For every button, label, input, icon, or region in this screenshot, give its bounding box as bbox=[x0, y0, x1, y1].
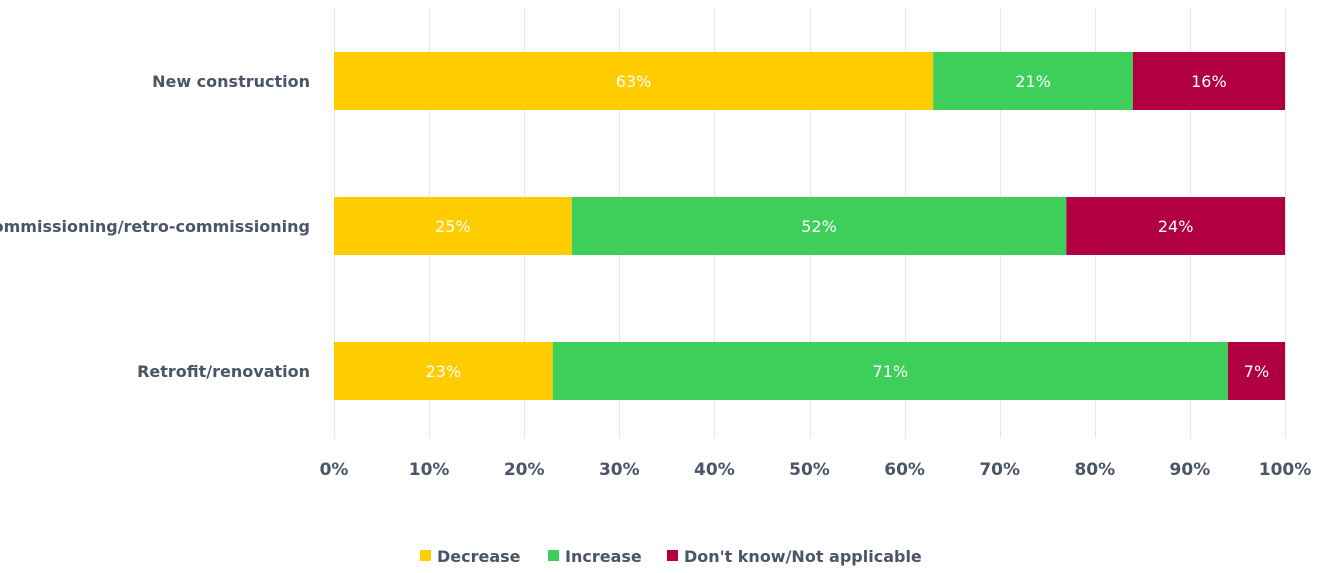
legend-label: Increase bbox=[565, 547, 642, 566]
data-label: 23% bbox=[426, 362, 462, 381]
x-axis-ticks: 0% 10% 20% 30% 40% 50% 60% 70% 80% 90% 100% bbox=[320, 460, 1312, 480]
data-label: 21% bbox=[1015, 72, 1051, 91]
data-label: 71% bbox=[873, 362, 909, 381]
x-tick-label: 20% bbox=[504, 460, 545, 480]
bar-don-t-know-not-applicable bbox=[1132, 52, 1285, 110]
bar-don-t-know-not-applicable bbox=[1227, 342, 1285, 400]
bar-increase bbox=[571, 197, 1067, 255]
category-label: Retrofit/renovation bbox=[137, 362, 310, 381]
x-tick-label: 80% bbox=[1074, 460, 1115, 480]
bar-decrease bbox=[334, 52, 934, 110]
legend-item-decrease: Decrease bbox=[420, 547, 521, 566]
legend-item-don-t-know-not-applicable: Don't know/Not applicable bbox=[667, 547, 922, 566]
legend-swatch bbox=[420, 550, 431, 561]
legend-swatch bbox=[548, 550, 559, 561]
data-label: 63% bbox=[616, 72, 652, 91]
bars: 63% 21% 16% 25% 52% 24% 23% 71% 7% bbox=[334, 52, 1285, 400]
x-tick-label: 0% bbox=[320, 460, 349, 480]
x-tick-label: 10% bbox=[409, 460, 450, 480]
x-tick-label: 70% bbox=[979, 460, 1020, 480]
data-label: 7% bbox=[1244, 362, 1269, 381]
x-tick-label: 30% bbox=[599, 460, 640, 480]
category-label: Commissioning/retro-commissioning bbox=[0, 217, 310, 236]
legend: Decrease Increase Don't know/Not applicabl… bbox=[420, 547, 922, 566]
category-labels: New construction Commissioning/retro-comm… bbox=[0, 72, 310, 381]
bar-decrease bbox=[334, 342, 553, 400]
bar-decrease bbox=[334, 197, 572, 255]
bar-don-t-know-not-applicable bbox=[1066, 197, 1285, 255]
legend-label: Don't know/Not applicable bbox=[684, 547, 922, 566]
data-label: 25% bbox=[435, 217, 471, 236]
bar-increase bbox=[552, 342, 1228, 400]
legend-item-increase: Increase bbox=[548, 547, 642, 566]
data-label: 52% bbox=[801, 217, 837, 236]
x-tick-label: 90% bbox=[1170, 460, 1211, 480]
legend-label: Decrease bbox=[437, 547, 521, 566]
data-label: 24% bbox=[1158, 217, 1194, 236]
category-label: New construction bbox=[152, 72, 310, 91]
bar-increase bbox=[933, 52, 1133, 110]
legend-swatch bbox=[667, 550, 678, 561]
data-label: 16% bbox=[1191, 72, 1227, 91]
x-tick-label: 60% bbox=[884, 460, 925, 480]
x-tick-label: 50% bbox=[789, 460, 830, 480]
x-tick-label: 100% bbox=[1259, 460, 1312, 480]
x-tick-label: 40% bbox=[694, 460, 735, 480]
